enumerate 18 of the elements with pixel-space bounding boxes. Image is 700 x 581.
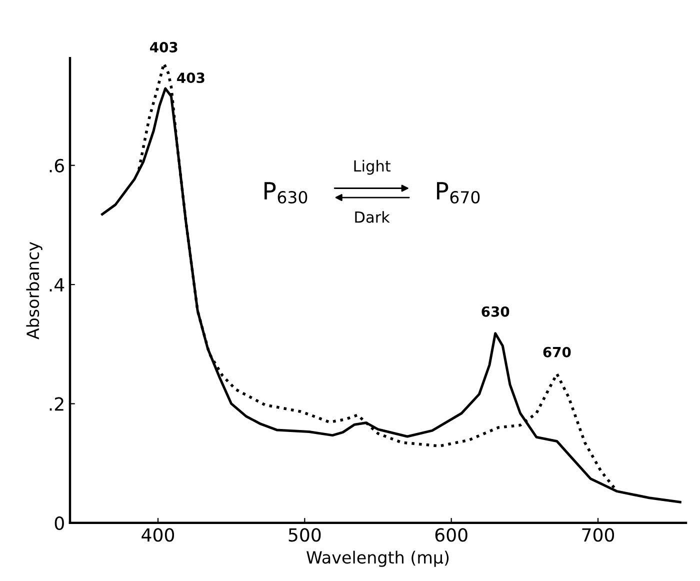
y-tick-label: .6	[50, 158, 64, 172]
annotation: 630	[482, 306, 510, 317]
y-tick-label: 0	[54, 516, 64, 530]
x-tick-label: 400	[142, 528, 174, 542]
x-tick-label: 500	[288, 528, 321, 542]
annotation: Light	[354, 160, 391, 175]
annotation: 403	[150, 42, 178, 52]
annotation: P$_{630}$	[264, 182, 308, 204]
y-tick-label: .4	[50, 278, 64, 292]
x-tick-label: 600	[435, 528, 468, 542]
y-tick-label: .2	[50, 397, 64, 411]
annotation: 403	[177, 72, 204, 84]
x-axis-title: Wavelength (mμ)	[306, 550, 449, 567]
y-axis-title: Absorbancy	[26, 242, 42, 340]
annotation: Dark	[355, 211, 390, 223]
x-tick-label: 700	[582, 528, 614, 542]
annotation: P$_{670}$	[437, 182, 480, 204]
annotation: 670	[543, 346, 571, 358]
